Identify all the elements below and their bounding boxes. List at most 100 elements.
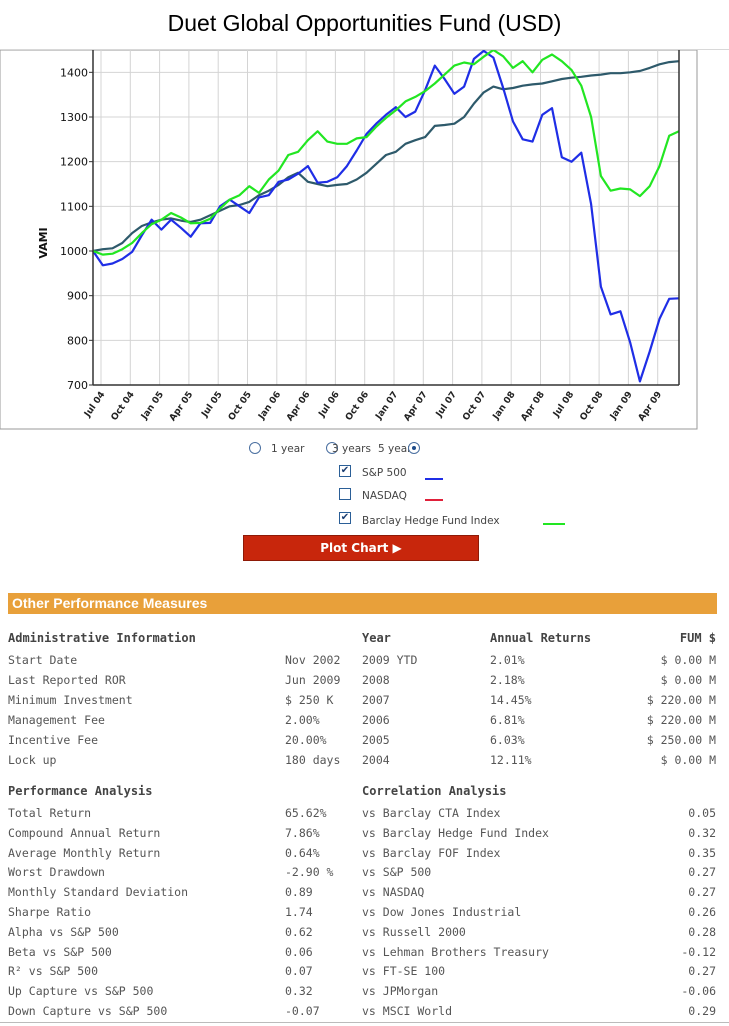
- chart-frame: [0, 50, 698, 430]
- analysis-value: 0.64%: [285, 846, 320, 860]
- fum-cell: $ 220.00 M: [646, 693, 716, 707]
- radio-1-year[interactable]: [249, 442, 261, 454]
- fum-cell: $ 220.00 M: [646, 713, 716, 727]
- checkbox-nasdaq[interactable]: [339, 488, 351, 500]
- analysis-value: 0.07: [285, 964, 313, 978]
- correlation-value: 0.27: [688, 885, 716, 899]
- analysis-label: Up Capture vs S&P 500: [8, 984, 154, 998]
- year-cell: 2008: [362, 673, 390, 687]
- bottom-divider: [0, 1022, 729, 1023]
- section-title: Other Performance Measures: [12, 595, 208, 611]
- correlation-value: 0.28: [688, 925, 716, 939]
- correlation-value: 0.26: [688, 905, 716, 919]
- page-title: Duet Global Opportunities Fund (USD): [167, 10, 562, 36]
- correlation-label: vs JPMorgan: [362, 984, 439, 998]
- analysis-value: 1.74: [285, 905, 313, 919]
- section-header-other-performance: Other Performance Measures: [8, 593, 717, 614]
- legend-barclay-label: Barclay Hedge Fund Index: [362, 515, 500, 527]
- correlation-label: vs Lehman Brothers Treasury: [362, 945, 549, 959]
- year-cell: 2005: [362, 733, 390, 747]
- correlation-value: 0.29: [688, 1004, 716, 1018]
- admin-label: Last Reported ROR: [8, 673, 126, 687]
- analysis-value: 7.86%: [285, 826, 320, 840]
- y-axis-label: VAMI: [37, 227, 50, 258]
- year-cell: 2009 YTD: [362, 653, 418, 667]
- analysis-label: Average Monthly Return: [8, 846, 161, 860]
- year-cell: 2007: [362, 693, 390, 707]
- radio-3-years-label: 3 years: [332, 443, 371, 455]
- chart-grid: [93, 50, 679, 386]
- analysis-label: Beta vs S&P 500: [8, 945, 112, 959]
- performance-analysis-header: Performance Analysis: [8, 784, 153, 798]
- correlation-label: vs FT-SE 100: [362, 964, 446, 978]
- correlation-value: 0.27: [688, 964, 716, 978]
- y-tick-label: 1400: [60, 66, 88, 79]
- y-tick-label: 800: [67, 334, 88, 347]
- series-line-barclay-hedge-fund-index: [92, 50, 680, 256]
- admin-value: Jun 2009: [285, 673, 341, 687]
- legend-sp500-label: S&P 500: [362, 467, 407, 479]
- year-header: Year: [362, 631, 391, 645]
- correlation-value: 0.35: [688, 846, 716, 860]
- admin-value: $ 250 K: [285, 693, 334, 707]
- radio-5-years[interactable]: [408, 442, 420, 454]
- analysis-label: Compound Annual Return: [8, 826, 161, 840]
- plot-chart-button[interactable]: Plot Chart ▶: [243, 535, 479, 561]
- fum-cell: $ 250.00 M: [646, 733, 716, 747]
- y-tick-label: 1300: [60, 111, 88, 124]
- analysis-value: 0.89: [285, 885, 313, 899]
- radio-5-years-label: 5 years: [378, 443, 417, 455]
- fum-header: FUM $: [679, 631, 716, 645]
- radio-1-year-label: 1 year: [271, 443, 305, 455]
- legend-nasdaq-label: NASDAQ: [362, 490, 407, 502]
- admin-label: Incentive Fee: [8, 733, 99, 747]
- correlation-value: 0.27: [688, 865, 716, 879]
- correlation-value: 0.05: [688, 806, 716, 820]
- correlation-value: 0.32: [688, 826, 716, 840]
- legend-sp500-swatch: [425, 478, 443, 480]
- analysis-value: 0.06: [285, 945, 313, 959]
- analysis-value: 0.62: [285, 925, 313, 939]
- y-tick-label: 900: [67, 290, 88, 303]
- analysis-value: 65.62%: [285, 806, 327, 820]
- checkbox-sp500[interactable]: ✔: [339, 465, 351, 477]
- admin-label: Management Fee: [8, 713, 105, 727]
- correlation-label: vs NASDAQ: [362, 885, 425, 899]
- fum-cell: $ 0.00 M: [660, 673, 716, 687]
- annual-return-cell: 6.81%: [490, 713, 525, 727]
- correlation-label: vs MSCI World: [362, 1004, 453, 1018]
- radio-3-years[interactable]: [326, 442, 338, 454]
- correlation-analysis-header: Correlation Analysis: [362, 784, 507, 798]
- admin-label: Start Date: [8, 653, 78, 667]
- chart-series: [92, 50, 680, 383]
- correlation-value: -0.06: [681, 984, 716, 998]
- admin-value: 20.00%: [285, 733, 327, 747]
- correlation-label: vs Barclay FOF Index: [362, 846, 501, 860]
- analysis-label: R² vs S&P 500: [8, 964, 99, 978]
- analysis-label: Worst Drawdown: [8, 865, 105, 879]
- annual-return-cell: 2.18%: [490, 673, 525, 687]
- annual-returns-header: Annual Returns: [490, 631, 592, 645]
- admin-label: Lock up: [8, 753, 57, 767]
- analysis-value: 0.32: [285, 984, 313, 998]
- analysis-label: Down Capture vs S&P 500: [8, 1004, 168, 1018]
- checkbox-barclay-hedge[interactable]: ✔: [339, 512, 351, 524]
- series-line-fund: [92, 60, 680, 253]
- admin-info-header: Administrative Information: [8, 631, 196, 645]
- vami-chart: Jul 04 Oct 04 Jan 05 Apr 05 Jul 05 Oct 05 Jan …: [0, 50, 698, 430]
- analysis-value: -0.07: [285, 1004, 320, 1018]
- y-tick-label: 1200: [60, 156, 88, 169]
- year-cell: 2006: [362, 713, 390, 727]
- admin-value: 180 days: [285, 753, 341, 767]
- year-cell: 2004: [362, 753, 390, 767]
- admin-value: 2.00%: [285, 713, 320, 727]
- admin-label: Minimum Investment: [8, 693, 133, 707]
- y-tick-label: 1000: [60, 245, 88, 258]
- analysis-label: Sharpe Ratio: [8, 905, 92, 919]
- annual-return-cell: 12.11%: [490, 753, 532, 767]
- analysis-label: Monthly Standard Deviation: [8, 885, 189, 899]
- correlation-label: vs Russell 2000: [362, 925, 466, 939]
- correlation-label: vs Dow Jones Industrial: [362, 905, 522, 919]
- y-tick-label: 700: [67, 379, 88, 392]
- series-line-s-p-500: [92, 50, 680, 383]
